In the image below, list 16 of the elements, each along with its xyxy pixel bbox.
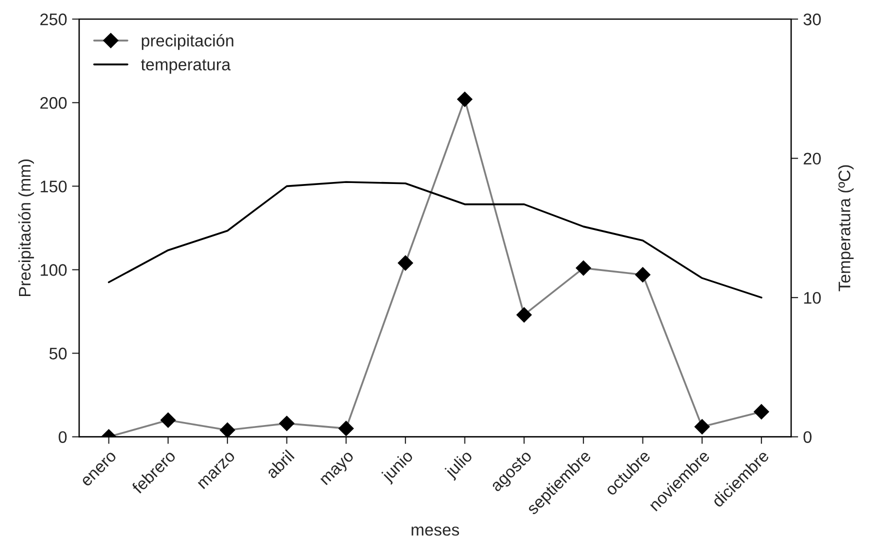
y-tick-label: 150 <box>40 180 67 192</box>
y-tick-label: 0 <box>58 431 67 444</box>
y2-axis-title: Temperatura (ºC) <box>838 165 854 292</box>
y-tick-label: 200 <box>40 97 67 109</box>
legend-label: precipitación <box>142 34 234 50</box>
x-axis-title: meses <box>412 526 460 536</box>
y2-tick-label: 30 <box>804 14 821 26</box>
y-tick-label: 100 <box>40 264 67 276</box>
y-axis-title: Precipitación (mm) <box>18 160 34 296</box>
y2-tick-label: 20 <box>804 152 821 165</box>
legend-label: temperatura <box>141 59 231 74</box>
y-tick-label: 50 <box>49 348 67 360</box>
y2-tick-label: 0 <box>804 431 812 444</box>
line-series <box>108 181 762 298</box>
y2-tick-label: 10 <box>804 292 821 304</box>
y-tick-label: 250 <box>40 14 67 26</box>
